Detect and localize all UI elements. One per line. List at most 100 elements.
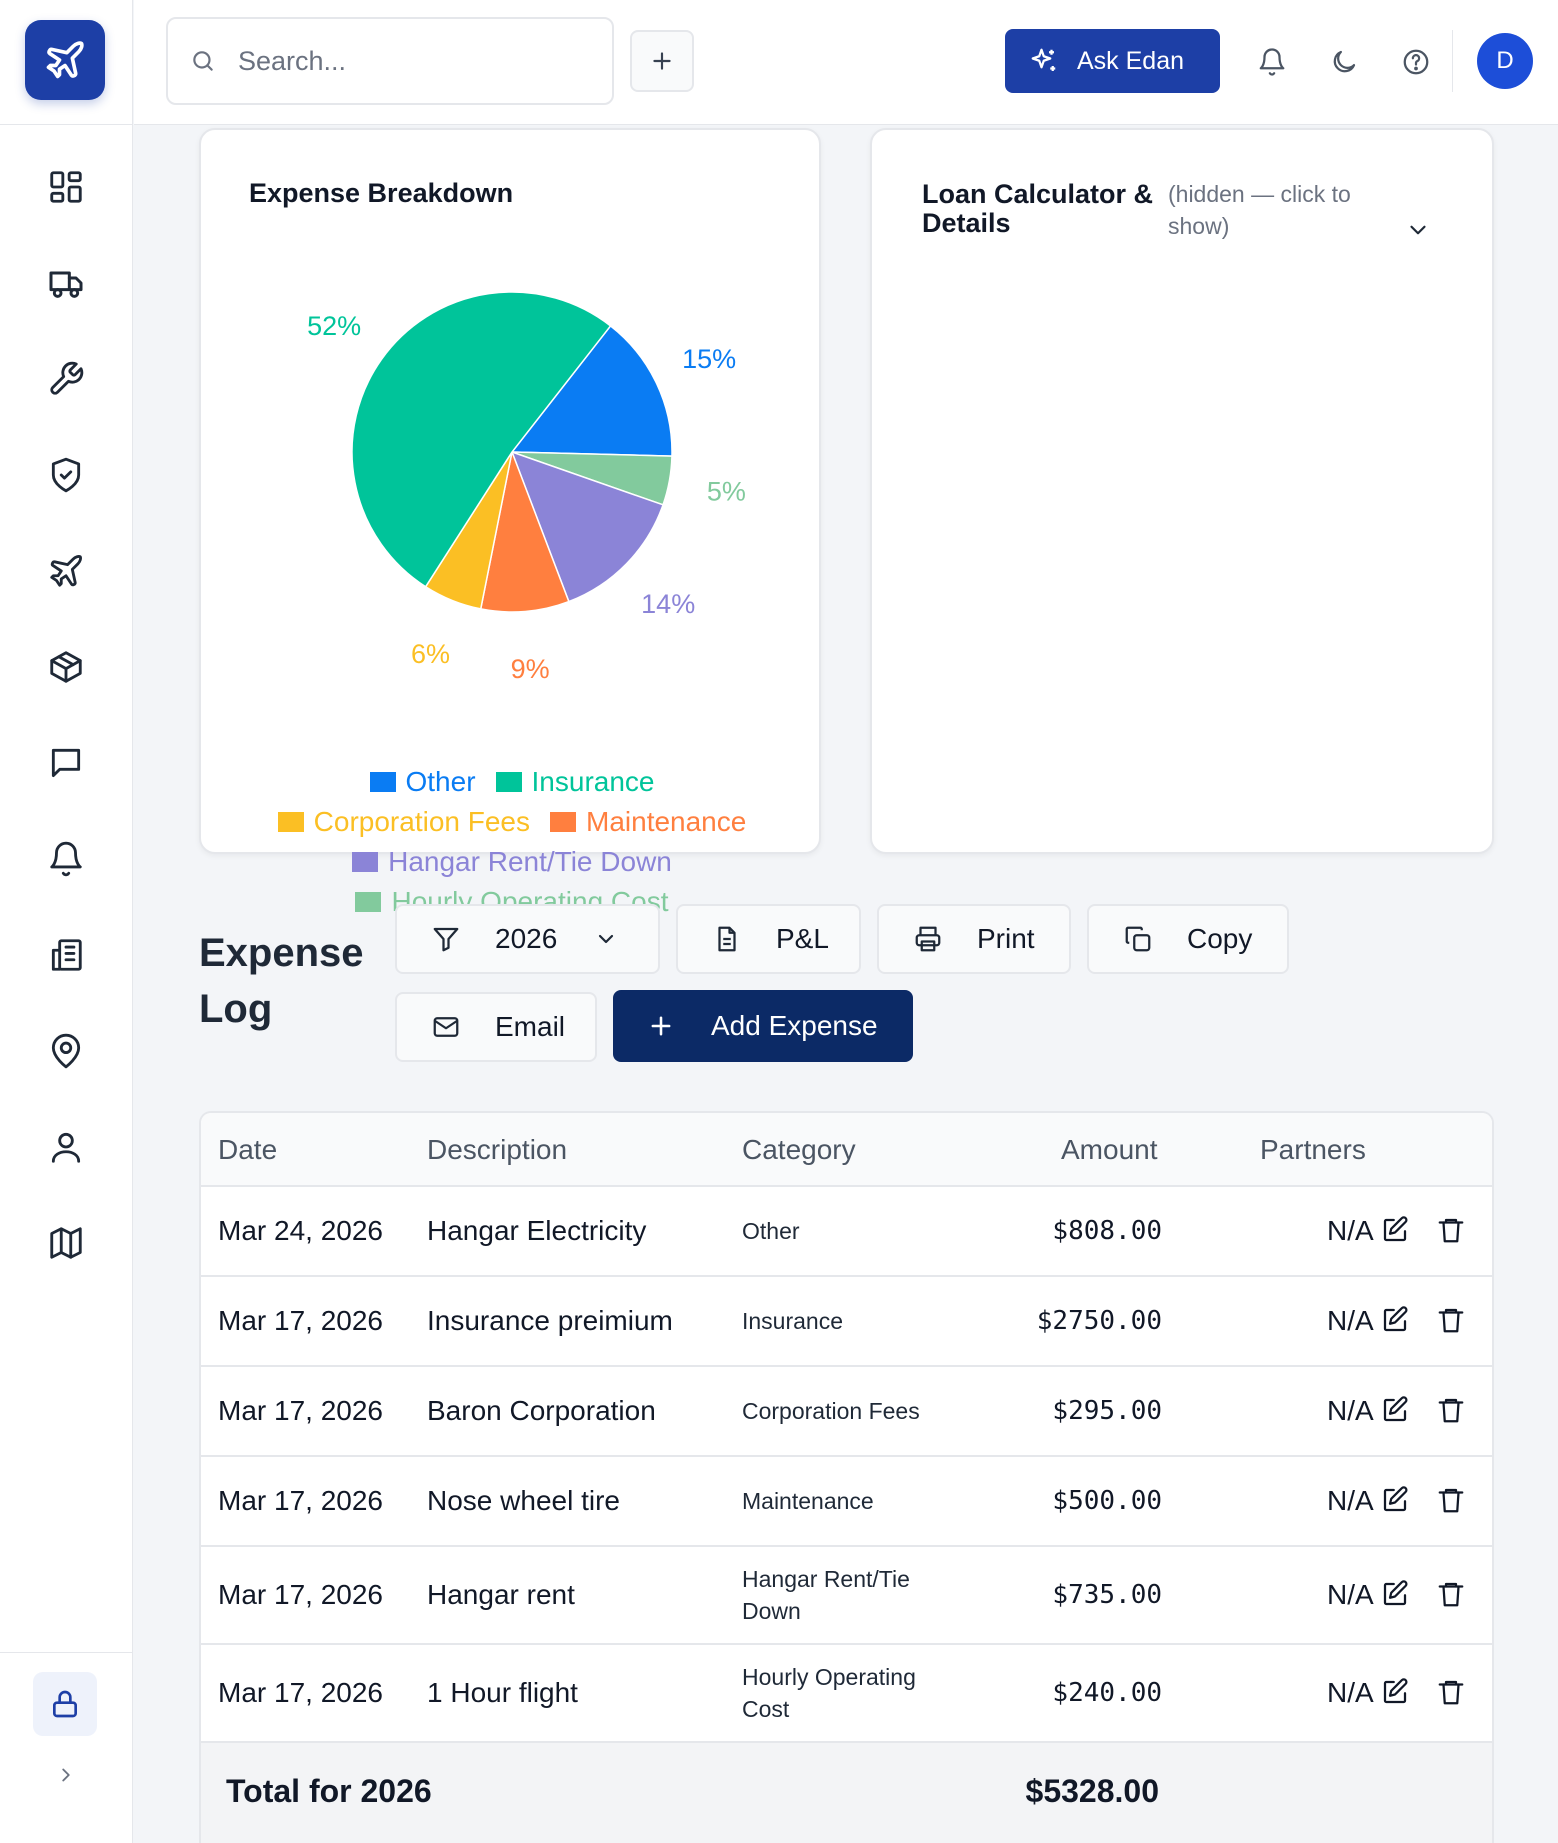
dashboard-icon [50, 171, 82, 203]
chevron-down-icon [589, 922, 623, 956]
trash-icon [1436, 1395, 1466, 1430]
pie-slice[interactable] [510, 324, 673, 457]
pie-slice-label: 6% [411, 639, 450, 669]
help-button[interactable] [1394, 40, 1438, 84]
nav-compliance[interactable] [36, 445, 96, 505]
cell-category: Hangar Rent/Tie Down [742, 1566, 910, 1624]
avatar[interactable]: D [1477, 33, 1533, 89]
delete-row-button[interactable] [1433, 1304, 1469, 1340]
legend-swatch [495, 772, 522, 792]
add-expense-label: Add Expense [711, 1010, 878, 1041]
edit-row-button[interactable] [1377, 1578, 1413, 1614]
edit-row-button[interactable] [1377, 1394, 1413, 1430]
column-header-description[interactable]: Description [427, 1134, 568, 1165]
quick-add-button[interactable] [630, 30, 694, 92]
pie-slice-label: 9% [511, 654, 550, 684]
lock-icon [53, 1690, 77, 1718]
table-row: Mar 24, 2026 Hangar Electricity Other $808.… [201, 1187, 1492, 1277]
search-input[interactable] [238, 45, 598, 77]
nav-reports[interactable] [36, 925, 96, 985]
cell-date: Mar 24, 2026 [218, 1215, 383, 1246]
notifications-button[interactable] [1250, 40, 1294, 84]
email-button[interactable]: Email [395, 992, 597, 1062]
loan-toggle-button[interactable] [1400, 212, 1436, 248]
app-logo[interactable] [25, 20, 105, 100]
nav-flights[interactable] [36, 541, 96, 601]
chart-legend: Other Insurance Corporation Fees Maintenanc… [201, 762, 823, 922]
delete-row-button[interactable] [1433, 1676, 1469, 1712]
cell-category: Insurance [742, 1308, 844, 1334]
pie-slice[interactable] [510, 450, 664, 603]
column-header-amount[interactable]: Amount [1061, 1134, 1158, 1165]
nav-inventory[interactable] [36, 637, 96, 697]
edit-row-button[interactable] [1377, 1214, 1413, 1250]
legend-item[interactable]: Corporation Fees [277, 806, 530, 838]
lock-button[interactable] [33, 1672, 97, 1736]
nav-locations[interactable] [36, 1021, 96, 1081]
pie-slice[interactable] [479, 449, 570, 613]
delete-row-button[interactable] [1433, 1484, 1469, 1520]
total-label: Total for 2026 [226, 1773, 432, 1809]
pie-slice[interactable] [351, 291, 612, 588]
nav-map[interactable] [36, 1213, 96, 1273]
user-icon [51, 1132, 81, 1163]
legend-label: Other [405, 766, 476, 797]
nav-maintenance[interactable] [36, 349, 96, 409]
edit-row-button[interactable] [1377, 1304, 1413, 1340]
nav-messages[interactable] [36, 733, 96, 793]
column-header-date[interactable]: Date [218, 1134, 278, 1165]
cell-partners: N/A [1327, 1395, 1374, 1426]
loan-calculator-title: Loan Calculator & Details [922, 179, 1154, 238]
email-label: Email [495, 1011, 566, 1042]
table-row: Mar 17, 2026 Insurance preimium Insurance $… [201, 1277, 1492, 1367]
legend-item[interactable]: Other [369, 766, 476, 798]
column-header-partners[interactable]: Partners [1260, 1134, 1366, 1165]
copy-icon [1121, 922, 1155, 956]
delete-row-button[interactable] [1433, 1578, 1469, 1614]
cell-date: Mar 17, 2026 [218, 1305, 383, 1336]
nav-dashboard[interactable] [36, 157, 96, 217]
table-header: Date Description Category Amount Partner… [201, 1113, 1492, 1187]
legend-item[interactable]: Insurance [495, 766, 655, 798]
add-expense-button[interactable]: Add Expense [613, 990, 913, 1062]
pie-slice-label: 14% [641, 589, 695, 619]
legend-row: Other Insurance [201, 762, 823, 802]
pie-slice-label: 5% [707, 476, 746, 506]
copy-button[interactable]: Copy [1087, 904, 1289, 974]
print-button[interactable]: Print [877, 904, 1071, 974]
search-box[interactable] [166, 17, 614, 105]
plus-icon [651, 1016, 671, 1036]
edit-row-button[interactable] [1377, 1484, 1413, 1520]
cell-description: Baron Corporation [427, 1395, 656, 1426]
cell-description: 1 Hour flight [427, 1677, 578, 1708]
edit-icon [1380, 1677, 1410, 1712]
copy-label: Copy [1187, 923, 1253, 954]
cell-category: Other [742, 1218, 800, 1244]
delete-row-button[interactable] [1433, 1394, 1469, 1430]
trash-icon [1436, 1579, 1466, 1614]
delete-row-button[interactable] [1433, 1214, 1469, 1250]
nav-logistics[interactable] [36, 253, 96, 313]
year-filter-select[interactable]: 2026 [395, 904, 660, 974]
nav-notifications[interactable] [36, 829, 96, 889]
pl-button[interactable]: P&L [676, 904, 861, 974]
pl-label: P&L [776, 923, 829, 954]
legend-row: Hangar Rent/Tie Down [201, 842, 823, 882]
cell-amount: $2750.00 [1036, 1306, 1162, 1336]
edit-row-button[interactable] [1377, 1676, 1413, 1712]
legend-label: Hangar Rent/Tie Down [388, 846, 672, 877]
ask-edan-button[interactable]: Ask Edan [1005, 29, 1220, 93]
cell-amount: $295.00 [1052, 1396, 1162, 1426]
theme-toggle-button[interactable] [1322, 40, 1366, 84]
legend-label: Corporation Fees [313, 806, 530, 837]
loan-calculator-card[interactable]: Loan Calculator & Details (hidden — clic… [870, 128, 1494, 854]
legend-label: Maintenance [586, 806, 747, 837]
plane-icon [50, 555, 82, 587]
expand-sidebar-button[interactable] [46, 1755, 86, 1795]
chevron-right-icon [62, 1768, 70, 1782]
legend-item[interactable]: Maintenance [550, 806, 746, 838]
column-header-category[interactable]: Category [742, 1134, 856, 1165]
expense-table: Date Description Category Amount Partner… [199, 1111, 1494, 1843]
nav-profile[interactable] [36, 1117, 96, 1177]
legend-item[interactable]: Hangar Rent/Tie Down [352, 846, 672, 878]
